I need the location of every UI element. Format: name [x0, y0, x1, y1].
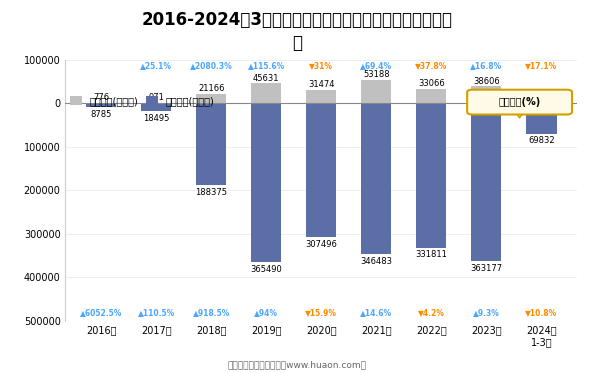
- Text: 同比增速(%): 同比增速(%): [499, 97, 541, 107]
- Bar: [416, 89, 446, 103]
- Text: ▲918.5%: ▲918.5%: [193, 308, 230, 317]
- Text: ▲110.5%: ▲110.5%: [137, 308, 175, 317]
- Text: ▼15.9%: ▼15.9%: [305, 308, 337, 317]
- Bar: [361, 80, 392, 103]
- Text: ▼10.8%: ▼10.8%: [525, 308, 558, 317]
- Text: 21166: 21166: [198, 84, 224, 93]
- Text: 33066: 33066: [418, 79, 444, 88]
- FancyBboxPatch shape: [467, 90, 572, 115]
- Bar: [306, 90, 336, 103]
- Bar: [526, 100, 556, 103]
- Text: ▼17.1%: ▼17.1%: [525, 61, 558, 70]
- Text: ▲2080.3%: ▲2080.3%: [190, 61, 233, 70]
- Text: 8785: 8785: [90, 110, 112, 119]
- Text: 7493: 7493: [531, 90, 552, 99]
- Text: 365490: 365490: [250, 265, 282, 274]
- Bar: [306, 103, 336, 237]
- Text: ▲69.4%: ▲69.4%: [360, 61, 392, 70]
- Text: 331811: 331811: [415, 250, 447, 259]
- Text: 53188: 53188: [363, 70, 390, 79]
- Text: ▲115.6%: ▲115.6%: [248, 61, 285, 70]
- Bar: [526, 103, 556, 134]
- Text: ▼4.2%: ▼4.2%: [418, 308, 445, 317]
- Bar: [361, 103, 392, 254]
- Bar: [471, 103, 502, 261]
- Bar: [196, 94, 226, 103]
- Bar: [416, 103, 446, 248]
- Bar: [471, 87, 502, 103]
- Text: ▲25.1%: ▲25.1%: [140, 61, 172, 70]
- Text: 307496: 307496: [305, 239, 337, 249]
- Text: 额: 额: [293, 34, 302, 51]
- Text: 31474: 31474: [308, 80, 334, 89]
- Text: 69832: 69832: [528, 136, 555, 145]
- Text: ▲6052.5%: ▲6052.5%: [80, 308, 123, 317]
- Text: 38606: 38606: [473, 77, 500, 86]
- Text: 45631: 45631: [253, 74, 280, 83]
- Text: 188375: 188375: [195, 188, 227, 197]
- Text: 346483: 346483: [361, 257, 392, 266]
- Text: 971: 971: [148, 93, 164, 102]
- Text: ▼37.8%: ▼37.8%: [415, 61, 447, 70]
- Text: ▼31%: ▼31%: [309, 61, 333, 70]
- Text: ▲14.6%: ▲14.6%: [360, 308, 392, 317]
- Text: 2016-2024年3月上海西北物流园区保税物流中心进、出口: 2016-2024年3月上海西北物流园区保税物流中心进、出口: [142, 11, 453, 29]
- Bar: [141, 103, 171, 111]
- Text: 18495: 18495: [143, 114, 170, 123]
- Text: ▲9.3%: ▲9.3%: [473, 308, 500, 317]
- Bar: [251, 83, 281, 103]
- Text: 制图：华经产业研究院（www.huaon.com）: 制图：华经产业研究院（www.huaon.com）: [228, 360, 367, 369]
- Text: ▲16.8%: ▲16.8%: [470, 61, 503, 70]
- Text: 363177: 363177: [470, 264, 502, 273]
- Legend: 出口总额(千美元), 进口总额(千美元): 出口总额(千美元), 进口总额(千美元): [70, 96, 214, 106]
- Bar: [86, 103, 117, 107]
- Polygon shape: [515, 112, 524, 117]
- Bar: [196, 103, 226, 185]
- Bar: [251, 103, 281, 262]
- Text: 776: 776: [93, 93, 109, 102]
- Text: ▲94%: ▲94%: [254, 308, 278, 317]
